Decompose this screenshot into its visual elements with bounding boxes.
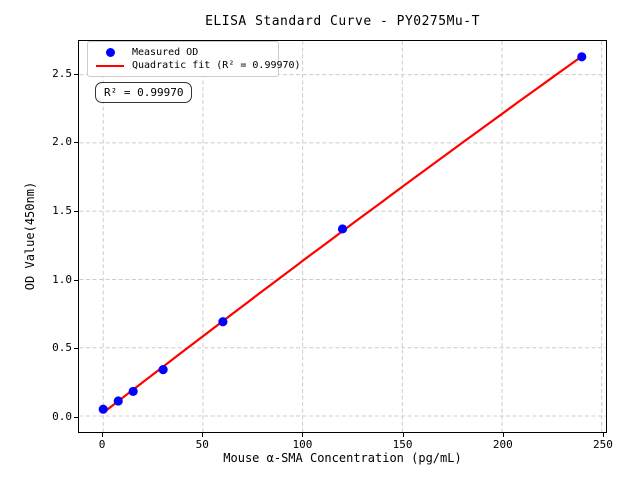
y-tick-label: 1.5 <box>52 204 72 218</box>
y-tick-label: 0.5 <box>52 341 72 355</box>
y-tick-mark <box>74 416 78 418</box>
plot-area <box>78 40 607 433</box>
x-axis-label: Mouse α-SMA Concentration (pg/mL) <box>223 451 462 465</box>
r-squared-annotation: R² = 0.99970 <box>95 82 193 103</box>
x-tick-label: 100 <box>292 438 313 451</box>
y-tick-mark <box>74 73 78 75</box>
x-tick-mark <box>402 433 404 437</box>
y-tick-mark <box>74 279 78 281</box>
y-tick-label: 2.5 <box>52 66 72 80</box>
x-tick-label: 200 <box>492 438 513 451</box>
x-tick-mark <box>602 433 604 437</box>
red-line-marker-icon <box>96 64 124 67</box>
y-tick-label: 2.0 <box>52 135 72 149</box>
y-tick-label: 1.0 <box>52 272 72 286</box>
x-tick-label: 150 <box>392 438 413 451</box>
x-tick-mark <box>502 433 504 437</box>
x-tick-mark <box>302 433 304 437</box>
y-tick-label: 0.0 <box>52 409 72 423</box>
chart-title: ELISA Standard Curve - PY0275Mu-T <box>205 14 480 29</box>
y-tick-mark <box>74 142 78 144</box>
legend: Measured OD Quadratic fit (R² = 0.99970) <box>87 41 301 77</box>
x-tick-mark <box>202 433 204 437</box>
y-tick-mark <box>74 211 78 213</box>
y-tick-mark <box>74 348 78 350</box>
blue-dot-marker-icon <box>105 47 115 57</box>
legend-item-measured-od: Measured OD <box>94 47 272 58</box>
x-tick-label: 0 <box>98 438 106 451</box>
x-tick-label: 50 <box>195 438 209 451</box>
plot-canvas <box>79 41 606 432</box>
legend-item-quadratic-fit: Quadratic fit (R² = 0.99970) <box>94 60 301 71</box>
x-tick-label: 250 <box>593 438 613 451</box>
legend-label-measured-od: Measured OD <box>132 46 199 58</box>
legend-label-quadratic-fit: Quadratic fit (R² = 0.99970) <box>132 60 301 72</box>
x-tick-mark <box>102 433 104 437</box>
